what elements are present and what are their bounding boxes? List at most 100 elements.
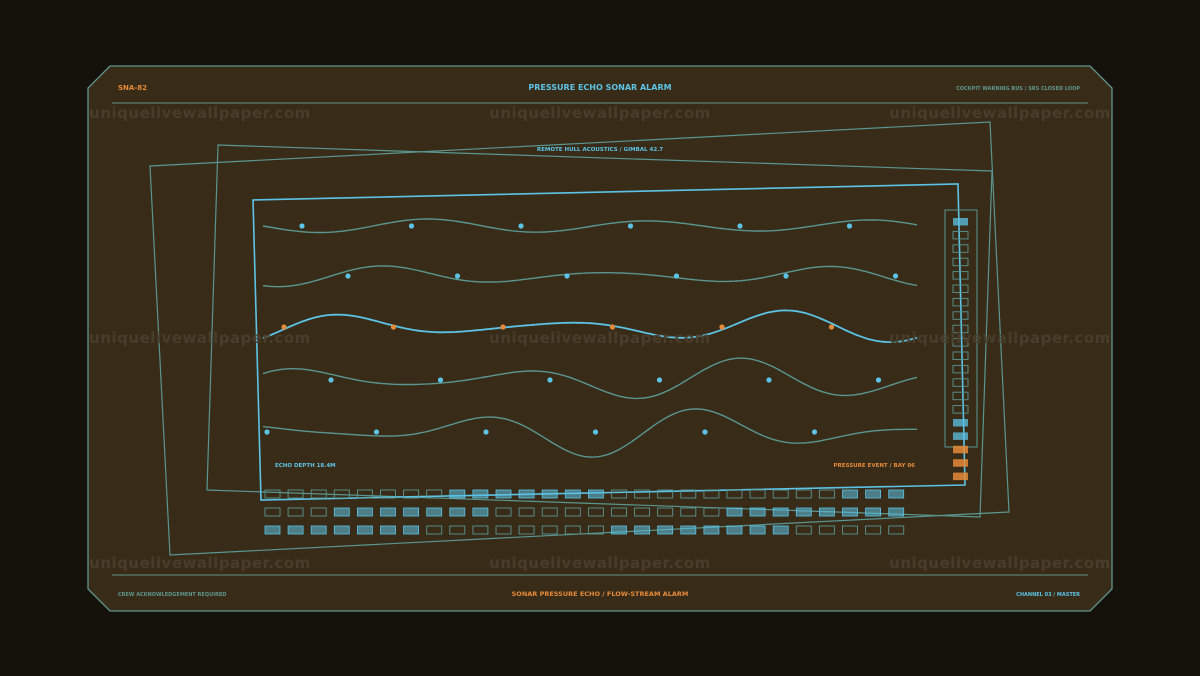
- sequencer-cell[interactable]: [380, 507, 396, 517]
- tilted-frame-mid: [206, 144, 993, 518]
- sequencer-cell[interactable]: [634, 507, 651, 517]
- sequencer-cell[interactable]: [287, 525, 304, 535]
- sequencer-cell[interactable]: [749, 507, 766, 517]
- level-meter-segment: [952, 257, 969, 267]
- sequencer-cell[interactable]: [634, 525, 650, 535]
- sequencer-cell[interactable]: [865, 525, 882, 535]
- sequencer-cell[interactable]: [564, 489, 581, 499]
- sequencer-cell[interactable]: [518, 507, 535, 517]
- echo-marker-dot: [437, 377, 444, 383]
- sequencer-cell[interactable]: [495, 525, 512, 535]
- sequencer-cell[interactable]: [426, 525, 443, 535]
- sequencer-cell[interactable]: [865, 489, 881, 499]
- echo-marker-dot: [281, 324, 287, 330]
- sequencer-cell[interactable]: [403, 507, 420, 517]
- sequencer-cell[interactable]: [588, 489, 604, 499]
- sequencer-cell[interactable]: [680, 489, 697, 499]
- sequencer-cell[interactable]: [518, 525, 535, 535]
- sequencer-cell[interactable]: [426, 489, 443, 499]
- sequencer-cell[interactable]: [564, 507, 581, 517]
- sequencer-cell[interactable]: [611, 525, 627, 535]
- sequencer-cell[interactable]: [726, 489, 743, 499]
- sequencer-cell[interactable]: [888, 507, 905, 517]
- sequencer-cell[interactable]: [495, 489, 512, 499]
- echo-marker-dot: [299, 223, 305, 229]
- sequencer-cell[interactable]: [795, 489, 812, 499]
- sequencer-cell[interactable]: [818, 489, 835, 499]
- sequencer-cell[interactable]: [842, 489, 858, 499]
- sequencer-cell[interactable]: [726, 507, 743, 517]
- sequencer-cell[interactable]: [657, 525, 674, 535]
- sequencer-cell[interactable]: [333, 489, 350, 499]
- sequencer-cell[interactable]: [356, 489, 373, 499]
- sequencer-cell[interactable]: [657, 489, 674, 499]
- level-meter-segment: [952, 271, 969, 280]
- sequencer-cell[interactable]: [356, 507, 373, 517]
- sequencer-cell[interactable]: [842, 507, 858, 517]
- sequencer-cell[interactable]: [472, 525, 489, 535]
- sequencer-cell[interactable]: [657, 507, 674, 517]
- sequencer-cell[interactable]: [749, 525, 766, 535]
- sequencer-cell[interactable]: [865, 507, 881, 517]
- level-meter-segment: [953, 472, 968, 481]
- sequencer-cell[interactable]: [333, 507, 350, 517]
- sequencer-cell[interactable]: [888, 489, 905, 499]
- sequencer-cell[interactable]: [587, 525, 604, 535]
- sequencer-cell[interactable]: [310, 507, 327, 517]
- sequencer-cell[interactable]: [403, 489, 420, 499]
- sequencer-cell[interactable]: [611, 489, 627, 499]
- sequencer-cell[interactable]: [380, 489, 396, 499]
- sequencer-cell[interactable]: [888, 525, 905, 535]
- echo-marker-dot: [828, 324, 835, 330]
- sequencer-cell[interactable]: [426, 507, 443, 517]
- echo-marker-dot: [390, 324, 397, 330]
- sequencer-cell[interactable]: [472, 489, 489, 499]
- echo-marker-dot: [264, 429, 270, 435]
- echo-marker-dot: [328, 377, 334, 383]
- sequencer-cell[interactable]: [264, 507, 281, 517]
- watermark: uniquelivewallpaper.com: [489, 554, 711, 572]
- sequencer-cell[interactable]: [634, 489, 651, 499]
- sequencer-cell[interactable]: [587, 507, 604, 517]
- sequencer-cell[interactable]: [726, 525, 743, 535]
- sequencer-cell[interactable]: [795, 525, 812, 535]
- sequencer-cell[interactable]: [772, 507, 789, 517]
- sequencer-cell[interactable]: [703, 525, 720, 535]
- sequencer-cell[interactable]: [703, 489, 720, 499]
- sequencer-cell[interactable]: [541, 489, 558, 499]
- sequencer-cell[interactable]: [795, 507, 812, 517]
- echo-marker-dot: [592, 429, 599, 435]
- sequencer-cell[interactable]: [749, 489, 766, 499]
- sequencer-cell[interactable]: [541, 525, 558, 535]
- sequencer-cell[interactable]: [541, 507, 558, 517]
- sequencer-cell[interactable]: [310, 489, 327, 499]
- sequencer-cell[interactable]: [818, 525, 835, 535]
- sequencer-cell[interactable]: [449, 525, 466, 535]
- sequencer-cell[interactable]: [680, 507, 697, 517]
- sequencer-cell[interactable]: [842, 525, 858, 535]
- sequencer-cell[interactable]: [264, 525, 281, 535]
- echo-marker-dot: [656, 377, 663, 383]
- sequencer-cell[interactable]: [518, 489, 535, 499]
- sequencer-cell[interactable]: [264, 489, 281, 499]
- sequencer-cell[interactable]: [333, 525, 350, 535]
- sequencer-cell[interactable]: [380, 525, 396, 535]
- watermark: uniquelivewallpaper.com: [89, 554, 311, 572]
- sequencer-cell[interactable]: [564, 525, 581, 535]
- sequencer-cell[interactable]: [495, 507, 512, 517]
- sequencer-cell[interactable]: [449, 489, 466, 499]
- sequencer-cell[interactable]: [403, 525, 420, 535]
- sequencer-cell[interactable]: [772, 525, 789, 535]
- sequencer-cell[interactable]: [356, 525, 373, 535]
- sequencer-cell[interactable]: [310, 525, 327, 535]
- sequencer-cell[interactable]: [287, 489, 304, 499]
- sequencer-cell[interactable]: [680, 525, 697, 535]
- sequencer-cell[interactable]: [703, 507, 720, 517]
- sequencer-cell[interactable]: [472, 507, 489, 517]
- sequencer-cell[interactable]: [287, 507, 304, 517]
- sequencer-cell[interactable]: [819, 507, 835, 517]
- echo-marker-dot: [518, 223, 524, 229]
- sequencer-cell[interactable]: [611, 507, 627, 517]
- sequencer-cell[interactable]: [772, 489, 789, 499]
- sequencer-cell[interactable]: [449, 507, 466, 517]
